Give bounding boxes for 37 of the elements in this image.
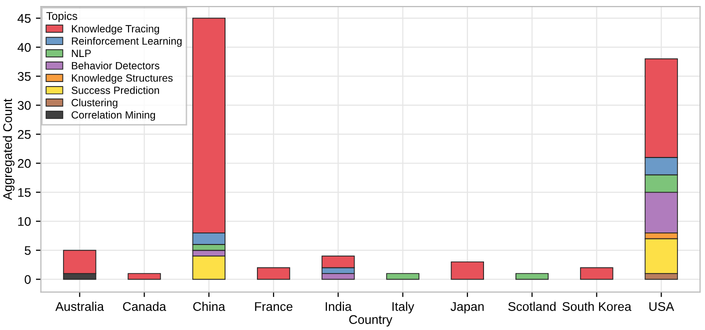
x-axis-title: Country xyxy=(349,315,392,326)
legend-label: Knowledge Tracing xyxy=(72,24,160,34)
legend-label: Reinforcement Learning xyxy=(72,37,182,47)
x-tick-label: South Korea xyxy=(562,302,632,311)
x-tick-label: Scotland xyxy=(508,302,556,311)
x-tick-label: France xyxy=(255,302,292,311)
bar xyxy=(128,273,161,280)
x-tick-label: Japan xyxy=(450,302,484,314)
x-tick-label: USA xyxy=(649,302,674,311)
legend-label: Correlation Mining xyxy=(72,110,155,121)
y-tick-label: 5 xyxy=(24,246,31,255)
bar xyxy=(580,267,614,280)
y-tick-label: 15 xyxy=(18,188,31,197)
y-tick-label: 10 xyxy=(18,217,31,226)
y-tick-label: 35 xyxy=(18,72,31,81)
x-tick-label: Italy xyxy=(392,302,414,314)
y-tick-label: 45 xyxy=(18,14,31,23)
x-tick-label: Australia xyxy=(55,302,104,311)
legend-label: Clustering xyxy=(72,98,118,108)
y-tick-label: 30 xyxy=(18,101,31,110)
y-tick-label: 40 xyxy=(18,43,31,52)
y-tick-label: 0 xyxy=(24,275,31,284)
legend-title: Topics xyxy=(46,12,78,22)
legend-label: Behavior Detectors xyxy=(72,62,160,70)
legend-label: Knowledge Structures xyxy=(72,74,173,84)
x-tick-label: India xyxy=(326,302,352,311)
x-tick-label: Canada xyxy=(123,302,166,311)
y-tick-label: 25 xyxy=(18,130,31,139)
bar xyxy=(256,267,290,280)
bar xyxy=(386,273,420,280)
legend-label: NLP xyxy=(72,50,91,57)
y-axis-title: Aggregated Count xyxy=(2,98,14,200)
legend-label: Success Prediction xyxy=(72,86,160,94)
bar xyxy=(515,273,549,280)
x-tick-label: China xyxy=(193,302,226,311)
bar xyxy=(450,261,484,280)
y-tick-label: 20 xyxy=(18,159,31,168)
